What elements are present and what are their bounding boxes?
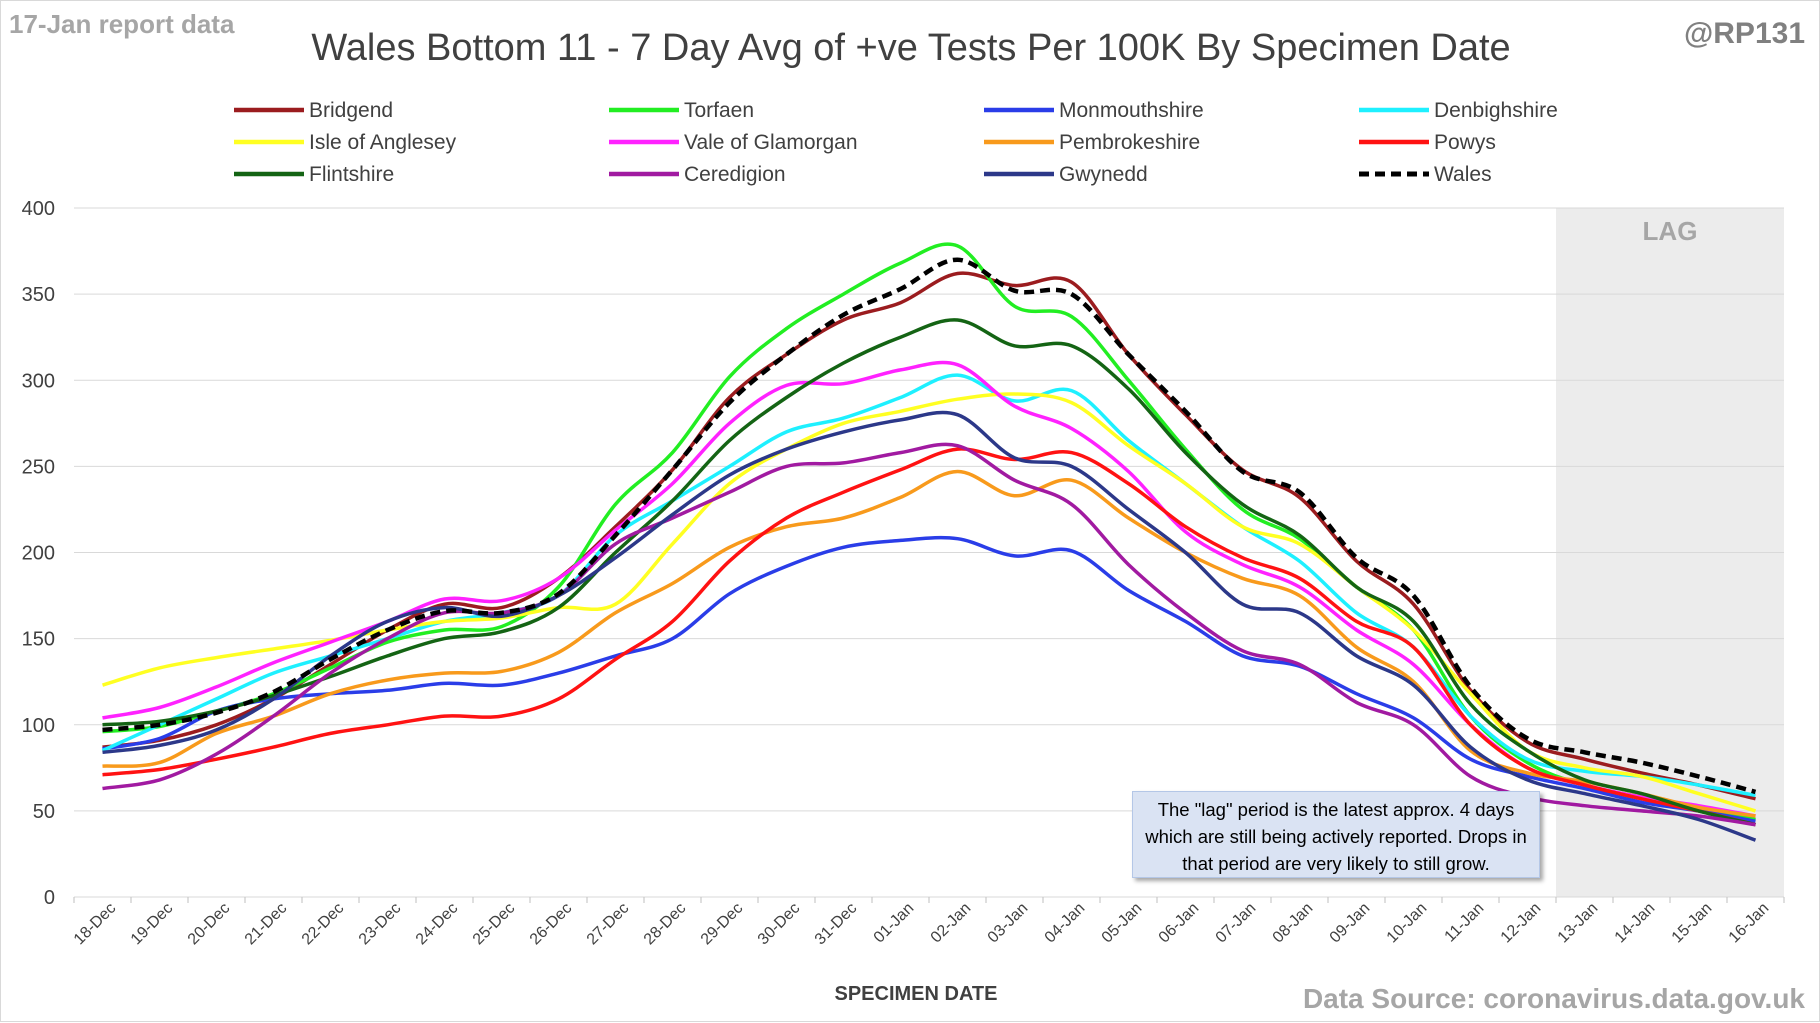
series-line-ceredigion xyxy=(102,442,1756,827)
x-tick-label: 03-Jan xyxy=(985,900,1032,947)
y-tick-label: 250 xyxy=(22,456,55,478)
y-tick-label: 350 xyxy=(22,284,55,306)
legend-label-ceredigion: Ceredigion xyxy=(684,163,786,186)
series-line-pembrokeshire xyxy=(102,469,1756,818)
series-line-powys xyxy=(102,447,1756,827)
y-tick-label: 100 xyxy=(22,715,55,737)
x-tick-label: 30-Dec xyxy=(755,900,803,948)
y-tick-label: 50 xyxy=(33,801,55,823)
lag-label: LAG xyxy=(1643,216,1698,246)
legend-label-isle-of-anglesey: Isle of Anglesey xyxy=(309,131,457,154)
series-line-gwynedd xyxy=(102,410,1757,842)
series-line-flintshire xyxy=(102,318,1756,827)
x-tick-label: 16-Jan xyxy=(1726,900,1773,947)
x-tick-label: 11-Jan xyxy=(1442,900,1488,946)
x-tick-label: 04-Jan xyxy=(1042,900,1089,947)
series-line-bridgend xyxy=(102,271,1756,801)
x-tick-label: 09-Jan xyxy=(1327,900,1374,947)
chart-title: Wales Bottom 11 - 7 Day Avg of +ve Tests… xyxy=(311,27,1511,69)
x-tick-label: 26-Dec xyxy=(527,900,575,948)
legend-label-bridgend: Bridgend xyxy=(309,99,393,122)
series-line-wales xyxy=(102,257,1757,795)
y-tick-label: 150 xyxy=(22,629,55,651)
data-source: Data Source: coronavirus.data.gov.uk xyxy=(1302,983,1805,1014)
x-tick-label: 31-Dec xyxy=(812,900,860,948)
x-tick-label: 24-Dec xyxy=(413,900,461,948)
y-tick-label: 400 xyxy=(22,198,55,220)
x-tick-label: 22-Dec xyxy=(299,900,347,948)
legend-label-powys: Powys xyxy=(1434,131,1496,154)
x-tick-label: 12-Jan xyxy=(1498,900,1545,947)
y-tick-label: 300 xyxy=(22,370,55,392)
x-tick-label: 14-Jan xyxy=(1612,900,1659,947)
x-tick-label: 19-Dec xyxy=(128,900,176,948)
x-tick-label: 05-Jan xyxy=(1099,900,1146,947)
legend-label-wales: Wales xyxy=(1434,163,1492,186)
x-tick-label: 25-Dec xyxy=(470,900,518,948)
legend-label-gwynedd: Gwynedd xyxy=(1059,163,1148,186)
x-tick-label: 23-Dec xyxy=(356,900,404,948)
x-tick-label: 18-Dec xyxy=(71,900,119,948)
x-tick-label: 13-Jan xyxy=(1555,900,1602,947)
x-axis-title: SPECIMEN DATE xyxy=(834,983,998,1005)
x-tick-label: 29-Dec xyxy=(698,900,746,948)
x-tick-label: 28-Dec xyxy=(641,900,689,948)
legend-label-monmouthshire: Monmouthshire xyxy=(1059,99,1204,122)
legend-label-pembrokeshire: Pembrokeshire xyxy=(1059,131,1200,154)
y-tick-label: 200 xyxy=(22,543,55,565)
y-tick-label: 0 xyxy=(44,887,55,909)
x-tick-label: 20-Dec xyxy=(185,900,233,948)
x-tick-label: 02-Jan xyxy=(928,900,975,947)
legend-label-denbighshire: Denbighshire xyxy=(1434,99,1558,122)
legend-label-vale-of-glamorgan: Vale of Glamorgan xyxy=(684,131,858,154)
lag-note: The "lag" period is the latest approx. 4… xyxy=(1132,791,1540,878)
legend-label-torfaen: Torfaen xyxy=(684,99,754,122)
report-date-label: 17-Jan report data xyxy=(9,9,235,39)
legend-label-flintshire: Flintshire xyxy=(309,163,394,186)
x-tick-label: 10-Jan xyxy=(1384,900,1431,947)
author-handle: @RP131 xyxy=(1684,17,1805,50)
x-tick-label: 27-Dec xyxy=(584,900,632,948)
x-tick-label: 06-Jan xyxy=(1156,900,1203,947)
series-line-monmouthshire xyxy=(102,535,1756,823)
x-tick-label: 08-Jan xyxy=(1270,900,1317,947)
x-tick-label: 01-Jan xyxy=(871,900,918,947)
x-tick-label: 21-Dec xyxy=(242,900,290,948)
x-tick-label: 07-Jan xyxy=(1213,900,1260,947)
x-tick-label: 15-Jan xyxy=(1669,900,1716,947)
